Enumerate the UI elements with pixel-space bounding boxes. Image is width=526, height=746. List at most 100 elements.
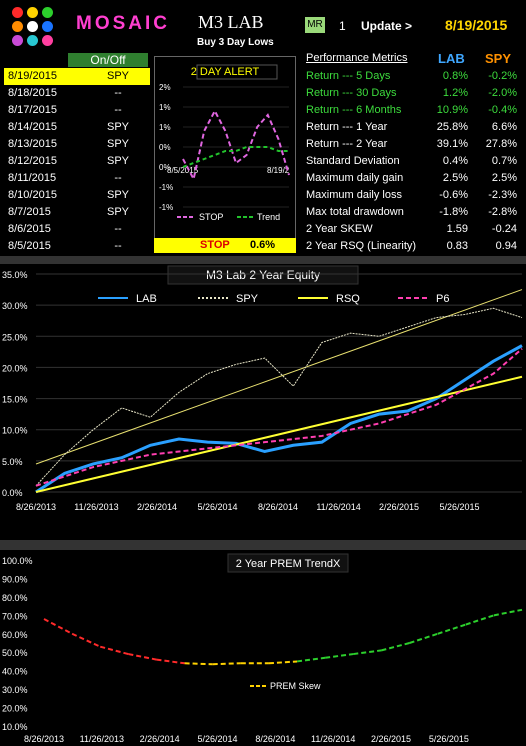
signal-value: SPY: [106, 189, 129, 201]
equity-title-box: [167, 265, 359, 285]
prem-series-segment: [43, 618, 73, 635]
equity-legend-label: P6: [436, 293, 449, 305]
logo-dot: [27, 35, 38, 46]
alert-ytick: 0%: [159, 143, 171, 152]
prem-bg: [0, 550, 526, 746]
equity-ytick: 5.0%: [2, 457, 23, 467]
equity-ytick: 0.0%: [2, 488, 23, 498]
equity-xtick: 2/26/2015: [379, 502, 419, 512]
metric-name: Standard Deviation: [306, 155, 400, 167]
metric-lab: 2.5%: [442, 172, 468, 184]
mr-number: 1: [339, 19, 346, 33]
metric-spy: 0.94: [495, 240, 517, 252]
metric-lab: 0.8%: [442, 70, 468, 82]
signal-row[interactable]: 8/14/2015 SPY: [4, 119, 150, 136]
metric-spy: -0.24: [491, 223, 517, 235]
prem-series-segment: [409, 632, 438, 644]
prem-xtick: 8/26/2013: [24, 734, 64, 744]
prem-series-segment: [381, 642, 410, 652]
metric-name: Return --- 30 Days: [306, 87, 397, 99]
signal-value: SPY: [106, 206, 129, 218]
metric-lab: 1.2%: [442, 87, 468, 99]
alert-xtick: 8/19/2: [267, 166, 290, 175]
divider: [0, 540, 526, 550]
prem-ytick: 100.0%: [2, 556, 33, 566]
signal-row[interactable]: 8/17/2015 --: [4, 102, 150, 119]
signal-row[interactable]: 8/7/2015 SPY: [4, 204, 150, 221]
prem-series-segment: [128, 653, 157, 661]
metric-row: Return --- 5 Days 0.8% -0.2%: [306, 68, 522, 85]
equity-xtick: 5/26/2014: [197, 502, 237, 512]
prem-series-segment: [212, 662, 241, 666]
prem-ytick: 30.0%: [2, 685, 28, 695]
alert-xtick: 8/5/2015: [167, 166, 199, 175]
mr-badge[interactable]: MR: [305, 17, 325, 33]
signal-value: --: [114, 104, 122, 116]
signal-row[interactable]: 8/5/2015 --: [4, 238, 150, 255]
signal-row[interactable]: 8/6/2015 --: [4, 221, 150, 238]
prem-ytick: 70.0%: [2, 611, 28, 621]
signal-row[interactable]: 8/19/2015 SPY: [4, 68, 150, 85]
equity-title: M3 Lab 2 Year Equity: [206, 268, 320, 282]
equity-ytick: 25.0%: [2, 332, 28, 342]
signal-row[interactable]: 8/13/2015 SPY: [4, 136, 150, 153]
signal-date: 8/18/2015: [8, 87, 57, 99]
update-label[interactable]: Update >: [361, 19, 413, 33]
signal-date: 8/10/2015: [8, 189, 57, 201]
on-off-header: On/Off: [68, 53, 148, 67]
metric-lab: -0.6%: [439, 189, 468, 201]
signal-row[interactable]: 8/12/2015 SPY: [4, 153, 150, 170]
prem-series-segment: [465, 614, 495, 626]
signal-value: SPY: [106, 70, 129, 82]
prem-series-segment: [156, 658, 185, 665]
signal-row[interactable]: 8/11/2015 --: [4, 170, 150, 187]
equity-series-rsq: [35, 375, 523, 493]
metric-row: Maximum daily loss -0.6% -2.3%: [306, 187, 522, 204]
spy-trend-line: [35, 289, 523, 465]
alert-title: 2 DAY ALERT: [191, 66, 260, 78]
prem-legend-label: PREM Skew: [270, 681, 321, 691]
metric-row: Standard Deviation 0.4% 0.7%: [306, 153, 522, 170]
prem-xtick: 11/26/2013: [80, 734, 124, 744]
alert-ytick: 2%: [159, 83, 171, 92]
logo-dot: [12, 7, 23, 18]
equity-legend-label: SPY: [236, 293, 259, 305]
prem-xtick: 5/26/2014: [197, 734, 237, 744]
legend-trend-label: Trend: [257, 212, 280, 222]
metric-spy: -2.3%: [488, 189, 517, 201]
metric-row: Max total drawdown -1.8% -2.8%: [306, 204, 522, 221]
prem-title: 2 Year PREM TrendX: [236, 558, 341, 570]
equity-series-spy: [35, 307, 523, 487]
equity-bg: [0, 264, 526, 540]
prem-series-segment: [99, 645, 129, 656]
equity-xtick: 8/26/2014: [258, 502, 298, 512]
signal-row[interactable]: 8/10/2015 SPY: [4, 187, 150, 204]
metric-row: Maximum daily gain 2.5% 2.5%: [306, 170, 522, 187]
page-title: M3 LAB: [198, 12, 264, 32]
performance-col-spy: SPY: [485, 51, 512, 66]
signal-value: --: [114, 240, 122, 252]
prem-xtick: 11/26/2014: [311, 734, 355, 744]
signal-row[interactable]: 8/18/2015 --: [4, 85, 150, 102]
equity-ytick: 10.0%: [2, 426, 28, 436]
equity-legend-label: RSQ: [336, 293, 360, 305]
metric-row: Return --- 6 Months 10.9% -0.4%: [306, 102, 522, 119]
prem-xtick: 2/26/2014: [140, 734, 180, 744]
logo-dot: [12, 21, 23, 32]
performance-header: Performance Metrics: [306, 52, 408, 64]
metric-lab: -1.8%: [439, 206, 468, 218]
alert-ytick: 1%: [159, 123, 171, 132]
metric-spy: -0.4%: [488, 104, 517, 116]
divider: [0, 256, 526, 264]
prem-ytick: 50.0%: [2, 648, 28, 658]
brand-name: MOSAIC: [76, 13, 170, 34]
stop-bar: STOP 0.6%: [154, 238, 296, 253]
update-date: 8/19/2015: [445, 17, 508, 33]
logo-dot: [27, 7, 38, 18]
metric-spy: -2.0%: [488, 87, 517, 99]
metric-name: Return --- 6 Months: [306, 104, 402, 116]
metric-name: Maximum daily gain: [306, 172, 404, 184]
signal-date: 8/17/2015: [8, 104, 57, 116]
metric-name: Return --- 2 Year: [306, 138, 388, 150]
alert-title-box: [196, 64, 278, 80]
